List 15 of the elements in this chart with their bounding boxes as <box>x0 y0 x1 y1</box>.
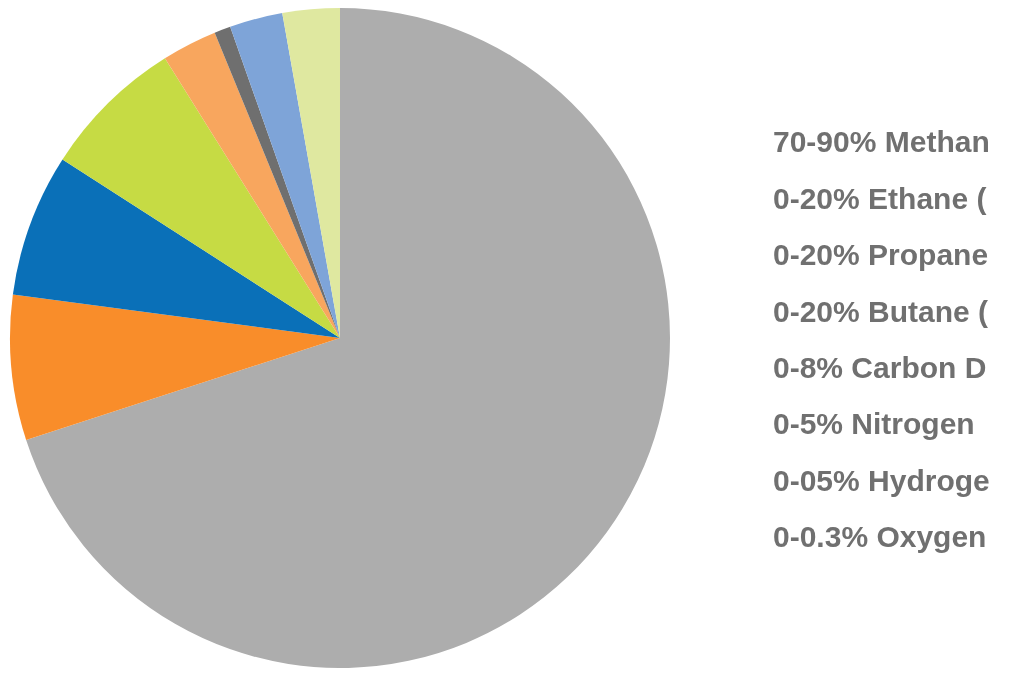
text: 0-20% Butane ( <box>773 294 989 328</box>
text: 0-20% Propane <box>773 238 989 272</box>
text: 0-05% Hydroge <box>773 463 990 497</box>
pie-slice <box>26 8 670 668</box>
text: 0-5% Nitrogen <box>773 407 975 441</box>
pie-slice <box>10 294 340 440</box>
pie-slice <box>164 32 340 338</box>
pie-slice <box>12 159 340 338</box>
pie-slice <box>282 8 340 338</box>
text: 0-20% Ethane ( <box>773 181 987 215</box>
pie-slice <box>62 58 340 338</box>
text: 0-0.3% Oxygen <box>773 520 987 554</box>
pie-slice <box>230 13 340 338</box>
text: 0-8% Carbon D <box>773 350 987 384</box>
text: 70-90% Methan <box>773 125 990 159</box>
